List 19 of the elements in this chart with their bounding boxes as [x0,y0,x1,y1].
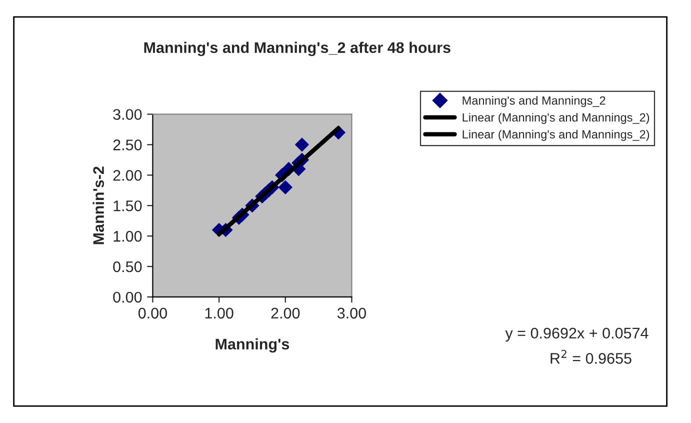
y-tick-label: 2.50 [113,140,142,150]
y-axis-title: Mannin's-2 [92,166,104,244]
y-tick-label: 1.50 [114,200,142,212]
y-tick-label: 1.00 [114,230,142,242]
x-tick-label: 2.00 [271,308,300,319]
legend-label: Linear (Manning's and Mannings_2) [462,130,650,141]
x-tick-label: 1.00 [205,308,234,319]
y-tick-label: 0.00 [113,292,142,303]
chart-title: Manning's and Manning's_2 after 48 hours [144,42,450,56]
legend-label: Manning's and Mannings_2 [462,96,606,108]
y-tick-label: 3.00 [113,109,142,120]
y-tick-label: 0.50 [113,261,142,272]
y-tick-label: 2.00 [113,170,142,181]
x-tick-label: 3.00 [337,308,366,319]
x-tick-label: 0.00 [138,308,167,319]
x-axis-title: Manning's [216,338,290,353]
text: y = 0.9692x + 0.0574 [505,328,648,342]
text: R$^{2}$ = 0.9655 [550,350,632,364]
legend-label: Linear (Manning's and Mannings_2) [462,112,650,124]
